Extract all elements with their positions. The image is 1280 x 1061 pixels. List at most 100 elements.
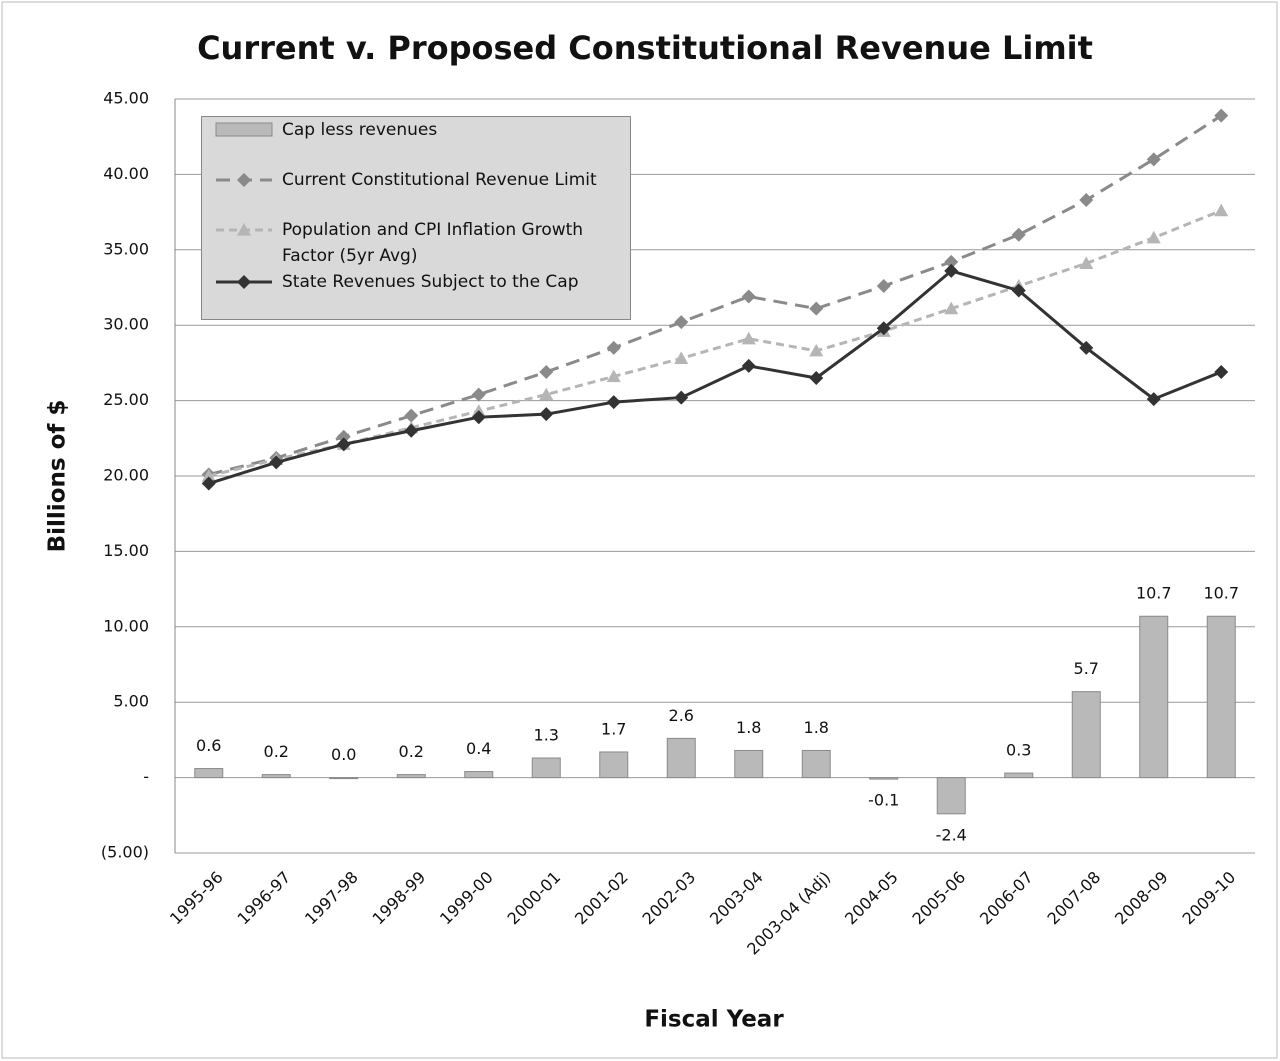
- y-tick-label: (5.00): [101, 843, 149, 862]
- marker: [336, 437, 351, 452]
- legend-swatch: [215, 122, 273, 137]
- legend-label: Cap less revenues: [282, 120, 438, 140]
- legend-marker: [237, 275, 251, 289]
- x-tick-label: 2000-01: [504, 868, 565, 929]
- marker: [876, 278, 891, 293]
- y-tick-label: 20.00: [103, 466, 149, 485]
- marker: [539, 364, 554, 379]
- line: [208, 269, 1222, 485]
- bar: [261, 774, 291, 779]
- x-tick-label: 2003-04: [706, 868, 767, 929]
- data-label: 0.6: [196, 736, 221, 755]
- bar: [1004, 772, 1034, 779]
- y-tick-label: 25.00: [103, 390, 149, 409]
- marker: [201, 469, 216, 482]
- data-label: 10.7: [1203, 584, 1239, 603]
- y-tick-label: 10.00: [103, 616, 149, 635]
- x-tick-label: 1997-98: [301, 868, 362, 929]
- marker: [674, 390, 689, 405]
- x-tick-label: 1996-97: [234, 868, 295, 929]
- marker: [741, 331, 756, 345]
- bar: [599, 751, 629, 779]
- legend-symbol: [216, 223, 272, 236]
- legend-symbol: [216, 173, 272, 187]
- marker: [539, 387, 554, 401]
- y-axis-label: Billions of $: [45, 400, 71, 553]
- marker: [1146, 392, 1161, 407]
- legend: Cap less revenues Current Constitutional …: [201, 116, 631, 320]
- legend-symbol: [216, 275, 272, 289]
- legend-label: Current Constitutional Revenue Limit: [282, 170, 597, 190]
- marker: [674, 315, 689, 330]
- y-tick-label: 35.00: [103, 239, 149, 258]
- marker: [471, 410, 486, 425]
- marker: [404, 423, 419, 438]
- bar: [801, 749, 831, 779]
- x-tick-label: 2007-08: [1044, 868, 1105, 929]
- legend-marker: [237, 173, 251, 187]
- data-label: 1.7: [601, 719, 626, 738]
- legend-entry: State Revenues Subject to the Cap: [214, 269, 622, 295]
- bar: [194, 768, 224, 779]
- data-label: -2.4: [936, 825, 967, 844]
- bar: [531, 757, 561, 779]
- marker: [809, 301, 824, 316]
- data-label: 1.3: [534, 725, 559, 744]
- bar: [464, 771, 494, 779]
- x-tick-label: 2001-02: [571, 868, 632, 929]
- marker: [1011, 227, 1026, 242]
- y-tick-label: -: [143, 767, 149, 786]
- data-label: 0.2: [264, 742, 289, 761]
- data-label: 1.8: [804, 718, 829, 737]
- x-axis-label: Fiscal Year: [644, 1007, 784, 1033]
- y-tick-label: 30.00: [103, 315, 149, 334]
- x-tick-label: 2002-03: [639, 868, 700, 929]
- bar: [329, 777, 359, 780]
- data-label: 0.0: [331, 745, 356, 764]
- bar: [1071, 691, 1101, 779]
- x-tick-label: 1998-99: [369, 868, 430, 929]
- marker: [404, 408, 419, 423]
- x-tick-label: 2008-09: [1111, 868, 1172, 929]
- legend-label: State Revenues Subject to the Cap: [282, 272, 579, 292]
- x-tick-label: 2004-05: [841, 868, 902, 929]
- x-tick-label: 1995-96: [166, 868, 227, 929]
- marker: [741, 289, 756, 304]
- legend-entry: Cap less revenues: [214, 117, 622, 143]
- data-label: 10.7: [1136, 584, 1172, 603]
- marker: [1079, 340, 1094, 355]
- y-tick-label: 15.00: [103, 541, 149, 560]
- bar: [396, 774, 426, 779]
- data-label: -0.1: [868, 791, 899, 810]
- bar: [1206, 615, 1236, 779]
- marker: [539, 407, 554, 422]
- bar: [734, 749, 764, 779]
- marker: [944, 263, 959, 278]
- bar: [666, 737, 696, 779]
- legend-entry: Population and CPI Inflation Growth Fact…: [214, 217, 622, 269]
- marker: [1079, 193, 1094, 208]
- data-label: 0.2: [399, 742, 424, 761]
- y-tick-label: 45.00: [103, 89, 149, 108]
- data-label: 2.6: [669, 706, 694, 725]
- marker: [1146, 230, 1161, 244]
- x-tick-label: 2009-10: [1179, 868, 1240, 929]
- marker: [876, 321, 891, 336]
- y-tick-label: 40.00: [103, 164, 149, 183]
- y-tick-label: 5.00: [113, 692, 149, 711]
- data-label: 0.4: [466, 739, 491, 758]
- x-tick-label: 2006-07: [976, 868, 1037, 929]
- marker: [944, 301, 959, 315]
- marker: [336, 429, 351, 444]
- line: [208, 114, 1223, 476]
- marker: [1079, 256, 1094, 269]
- marker: [741, 358, 756, 373]
- marker: [1011, 283, 1026, 298]
- marker: [471, 387, 486, 402]
- marker: [1214, 108, 1229, 123]
- marker: [809, 370, 824, 385]
- bar: [936, 777, 966, 815]
- marker: [606, 369, 621, 383]
